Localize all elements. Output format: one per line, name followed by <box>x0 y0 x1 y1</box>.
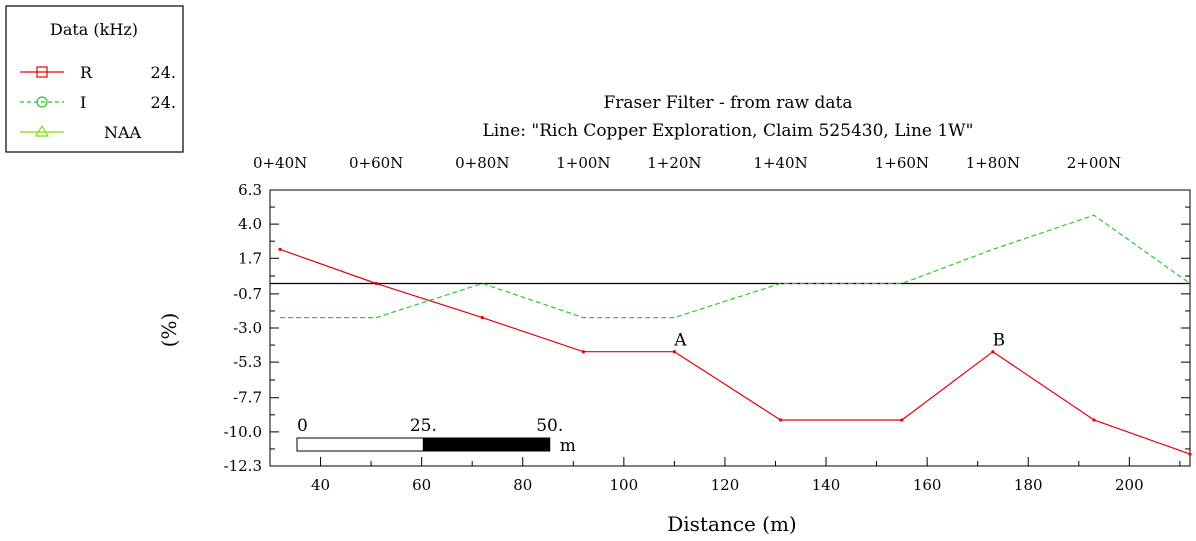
scale-bar-black <box>422 437 551 452</box>
data-point-r <box>991 350 995 354</box>
station-label: 1+40N <box>753 154 807 172</box>
station-label: 0+40N <box>253 154 307 172</box>
y-tick-label: -3.0 <box>233 319 262 337</box>
chart-title: Fraser Filter - from raw data <box>604 93 853 113</box>
x-tick-label: 40 <box>311 476 330 494</box>
scale-bar-label: 25. <box>410 416 437 436</box>
legend-freq-i: 24. <box>151 93 176 112</box>
scale-bar-white <box>296 437 424 452</box>
legend-circle-marker <box>36 96 48 108</box>
y-axis-title: (%) <box>157 313 181 348</box>
y-tick-label: 4.0 <box>238 215 262 233</box>
y-tick-label: 1.7 <box>238 249 262 267</box>
legend-frame <box>5 5 184 153</box>
scale-bar: 0 25. 50.m <box>296 416 576 456</box>
y-tick-label: 6.3 <box>238 181 262 199</box>
legend-label-naa: NAA <box>104 123 142 142</box>
station-label: 0+80N <box>455 154 509 172</box>
x-tick-label: 100 <box>610 476 639 494</box>
x-tick-label: 200 <box>1115 476 1144 494</box>
station-label: 2+00N <box>1067 154 1121 172</box>
y-tick-label: -7.7 <box>233 389 262 407</box>
station-label: 1+00N <box>556 154 610 172</box>
x-tick-label: 160 <box>913 476 942 494</box>
series-line-r <box>279 248 1191 455</box>
plot-frame <box>269 189 1191 467</box>
x-tick-label: 80 <box>513 476 532 494</box>
y-tick-label: -12.3 <box>224 457 262 475</box>
legend-label-r: R <box>80 63 93 82</box>
y-tick-label: -10.0 <box>224 423 262 441</box>
station-labels: 0+40N 0+60N 0+80N 1+00N 1+20N 1+40N 1+60N 1+80N… <box>253 154 1121 172</box>
x-axis: 40 60 80 100 120 140 160 180 200 <box>269 457 1181 494</box>
data-point-r <box>672 350 676 354</box>
scale-bar-unit: m <box>560 436 576 456</box>
legend-triangle-marker <box>34 124 50 137</box>
legend-title: Data (kHz) <box>50 20 138 39</box>
station-label: 1+20N <box>647 154 701 172</box>
legend-label-i: I <box>80 93 86 112</box>
station-label: 0+60N <box>349 154 403 172</box>
y-tick-label: -0.7 <box>233 285 262 303</box>
data-point-r <box>900 418 904 422</box>
legend: Data (kHz) R 24. I 24. NAA <box>5 5 184 153</box>
x-tick-label: 180 <box>1014 476 1043 494</box>
x-tick-label: 120 <box>711 476 740 494</box>
x-axis-title: Distance (m) <box>667 512 797 536</box>
data-point-r <box>1188 452 1192 456</box>
legend-freq-r: 24. <box>151 63 176 82</box>
y-axis: 6.3 4.0 1.7 -0.7 -3.0 -5.3 -7.7 -10.0 -12.3 <box>224 181 1190 475</box>
data-point-r <box>278 247 282 251</box>
scale-bar-label: 0 <box>297 416 308 436</box>
station-label: 1+60N <box>875 154 929 172</box>
chart-subtitle: Line: "Rich Copper Exploration, Claim 52… <box>483 121 974 141</box>
data-point-r <box>778 418 783 422</box>
series-line-i <box>280 214 1191 319</box>
x-tick-label: 140 <box>812 476 841 494</box>
scale-bar-label: 50. <box>536 416 563 436</box>
x-tick-label: 60 <box>412 476 431 494</box>
legend-square-marker <box>36 66 48 78</box>
annotation-label: B <box>993 331 1006 351</box>
station-label: 1+80N <box>966 154 1020 172</box>
data-point-r <box>480 316 484 320</box>
annotation-label: A <box>673 331 687 351</box>
data-point-r <box>374 281 378 286</box>
data-point-r <box>581 350 586 354</box>
data-point-r <box>1092 418 1096 422</box>
y-tick-label: -5.3 <box>233 353 262 371</box>
series-group <box>278 214 1192 456</box>
